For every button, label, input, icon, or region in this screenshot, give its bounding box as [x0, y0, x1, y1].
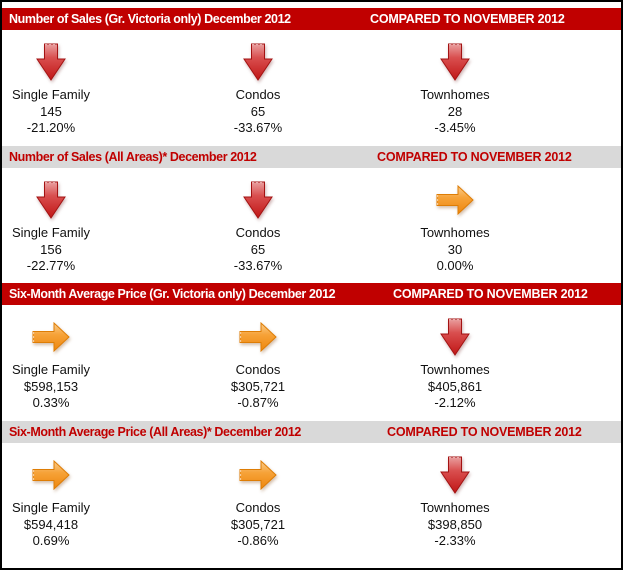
category-label: Townhomes — [420, 87, 490, 102]
trend-arrow-icon — [385, 454, 525, 496]
stat-value: 145 — [40, 104, 62, 119]
section-compare-label: COMPARED TO NOVEMBER 2012 — [393, 287, 588, 301]
stat-value: $305,721 — [230, 517, 286, 532]
section-compare-label: COMPARED TO NOVEMBER 2012 — [377, 150, 572, 164]
category-label: Condos — [235, 362, 281, 377]
trend-arrow-icon — [188, 316, 328, 358]
stat-change: -0.86% — [237, 533, 279, 548]
stat-value: 28 — [447, 104, 463, 119]
section-header-bar: Six-Month Average Price (Gr. Victoria on… — [2, 283, 621, 305]
section-title: Number of Sales (All Areas)* December 20… — [9, 150, 257, 164]
category-label: Condos — [235, 500, 281, 515]
stat-change: -33.67% — [233, 258, 283, 273]
stat-change: -33.67% — [233, 120, 283, 135]
section-compare-label: COMPARED TO NOVEMBER 2012 — [370, 12, 565, 26]
down-arrow-icon — [36, 181, 66, 219]
trend-arrow-icon — [385, 179, 525, 221]
section-sales-all-areas: Number of Sales (All Areas)* December 20… — [2, 146, 621, 284]
right-arrow-icon — [239, 460, 277, 490]
category-label: Single Family — [11, 362, 91, 377]
stat-value: 30 — [447, 242, 463, 257]
section-avg-price-all-areas: Six-Month Average Price (All Areas)* Dec… — [2, 421, 621, 559]
section-header-bar: Number of Sales (All Areas)* December 20… — [2, 146, 621, 168]
category-label: Condos — [235, 87, 281, 102]
section-title: Six-Month Average Price (Gr. Victoria on… — [9, 287, 336, 301]
trend-arrow-icon — [2, 179, 121, 221]
section-header-bar: Six-Month Average Price (All Areas)* Dec… — [2, 421, 621, 443]
stat-value: 156 — [40, 242, 62, 257]
stat-value: 65 — [250, 104, 266, 119]
category-label: Townhomes — [420, 500, 490, 515]
trend-arrow-icon — [385, 41, 525, 83]
section-compare-label: COMPARED TO NOVEMBER 2012 — [387, 425, 582, 439]
section-avg-price-gr-victoria: Six-Month Average Price (Gr. Victoria on… — [2, 283, 621, 421]
stat-value: 65 — [250, 242, 266, 257]
stat-change: -3.45% — [434, 120, 476, 135]
stat-change: -2.33% — [434, 533, 476, 548]
category-label: Townhomes — [420, 225, 490, 240]
section-header-bar: Number of Sales (Gr. Victoria only) Dece… — [2, 8, 621, 30]
stat-change: -2.12% — [434, 395, 476, 410]
down-arrow-icon — [440, 43, 470, 81]
category-label: Single Family — [11, 87, 91, 102]
down-arrow-icon — [243, 43, 273, 81]
stat-value: $405,861 — [427, 379, 483, 394]
down-arrow-icon — [440, 456, 470, 494]
trend-arrow-icon — [188, 454, 328, 496]
trend-arrow-icon — [2, 41, 121, 83]
trend-arrow-icon — [188, 179, 328, 221]
right-arrow-icon — [32, 322, 70, 352]
right-arrow-icon — [436, 185, 474, 215]
trend-arrow-icon — [188, 41, 328, 83]
stat-value: $398,850 — [427, 517, 483, 532]
stat-value: $598,153 — [23, 379, 79, 394]
category-label: Condos — [235, 225, 281, 240]
section-sales-gr-victoria: Number of Sales (Gr. Victoria only) Dece… — [2, 8, 621, 146]
section-title: Six-Month Average Price (All Areas)* Dec… — [9, 425, 301, 439]
trend-arrow-icon — [385, 316, 525, 358]
stat-value: $594,418 — [23, 517, 79, 532]
category-label: Townhomes — [420, 362, 490, 377]
category-label: Single Family — [11, 500, 91, 515]
stat-change: 0.00% — [436, 258, 474, 273]
right-arrow-icon — [32, 460, 70, 490]
stat-value: $305,721 — [230, 379, 286, 394]
stat-change: -0.87% — [237, 395, 279, 410]
down-arrow-icon — [440, 318, 470, 356]
section-title: Number of Sales (Gr. Victoria only) Dece… — [9, 12, 291, 26]
stat-change: -22.77% — [26, 258, 76, 273]
stat-change: 0.69% — [32, 533, 70, 548]
down-arrow-icon — [36, 43, 66, 81]
right-arrow-icon — [239, 322, 277, 352]
down-arrow-icon — [243, 181, 273, 219]
stat-change: 0.33% — [32, 395, 70, 410]
trend-arrow-icon — [2, 316, 121, 358]
trend-arrow-icon — [2, 454, 121, 496]
stat-change: -21.20% — [26, 120, 76, 135]
category-label: Single Family — [11, 225, 91, 240]
